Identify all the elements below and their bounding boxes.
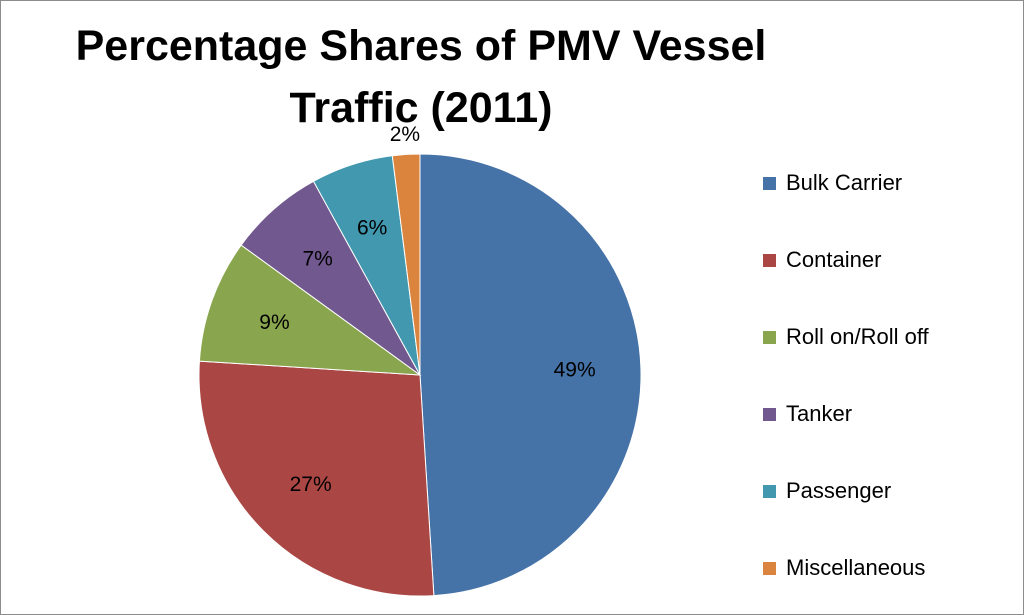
data-label-roll-on-roll-off: 9% — [259, 311, 289, 334]
legend-swatch — [763, 176, 776, 190]
data-label-miscellaneous: 2% — [390, 123, 420, 146]
data-label-tanker: 7% — [303, 247, 333, 270]
legend-item: Passenger — [763, 476, 891, 506]
pie-slice-container — [198, 360, 435, 597]
legend-item: Roll on/Roll off — [763, 322, 929, 352]
data-label-container: 27% — [290, 473, 332, 496]
legend-swatch — [763, 561, 776, 575]
legend-item: Tanker — [763, 399, 852, 429]
legend-swatch — [763, 484, 776, 498]
legend-label: Container — [786, 247, 882, 272]
legend-label: Bulk Carrier — [786, 170, 903, 195]
pie-slice-roll-on-roll-off — [198, 244, 422, 376]
legend-item: Container — [763, 245, 881, 275]
legend-swatch — [763, 330, 776, 344]
legend-item: Bulk Carrier — [763, 168, 902, 198]
legend-label: Roll on/Roll off — [786, 324, 929, 349]
legend-label: Tanker — [786, 401, 853, 426]
legend-swatch — [763, 407, 776, 421]
legend-label: Passenger — [786, 478, 892, 503]
data-label-passenger: 6% — [357, 216, 387, 239]
chart-title-line-2: Traffic (2011) — [289, 84, 553, 132]
legend-item: Miscellaneous — [763, 553, 925, 583]
legend-label: Miscellaneous — [786, 555, 926, 580]
pie-slice-bulk-carrier — [419, 153, 642, 597]
chart-title-line-1: Percentage Shares of PMV Vessel — [75, 22, 767, 70]
legend-swatch — [763, 253, 776, 267]
data-label-bulk-carrier: 49% — [554, 359, 596, 382]
chart-title: Percentage Shares of PMV Vessel Traffic … — [41, 15, 801, 139]
pie-slice-miscellaneous — [391, 153, 421, 376]
